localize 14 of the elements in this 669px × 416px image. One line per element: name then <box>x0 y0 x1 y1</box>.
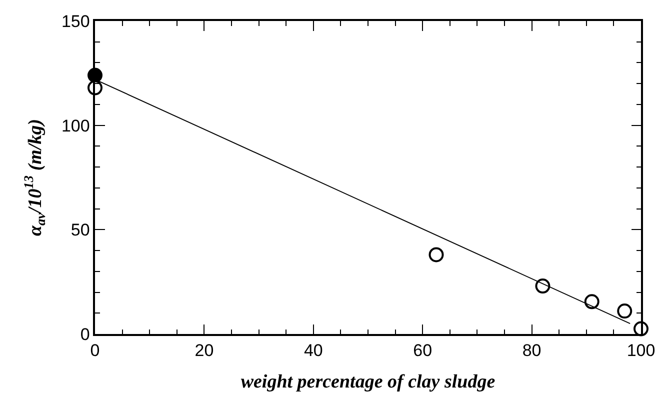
x-tick-label: 60 <box>413 341 432 360</box>
x-tick-label: 40 <box>304 341 323 360</box>
x-tick-label: 20 <box>194 341 214 360</box>
point <box>428 247 444 262</box>
x-tick-label: 80 <box>522 341 542 360</box>
point <box>535 278 550 294</box>
x-tick-label: 100 <box>626 341 656 360</box>
y-tick-label: 150 <box>61 12 90 31</box>
y-tick-label: 0 <box>80 324 90 344</box>
y-tick-label: 100 <box>61 116 90 136</box>
y-tick-label: 50 <box>70 220 90 240</box>
point <box>584 294 600 310</box>
point <box>617 304 632 319</box>
x-axis-title: weight percentage of clay sludge <box>240 371 496 392</box>
